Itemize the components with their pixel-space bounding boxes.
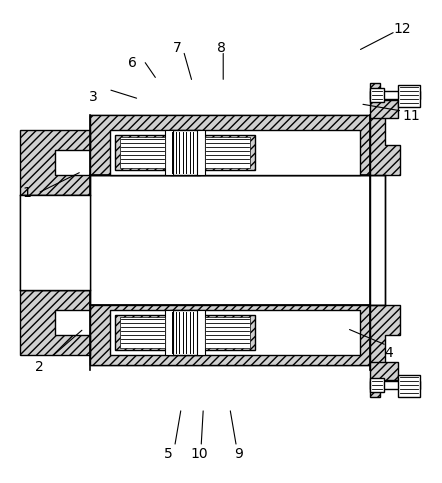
Bar bbox=[370, 91, 420, 99]
Bar bbox=[205, 317, 250, 348]
Bar bbox=[120, 137, 165, 168]
Bar bbox=[90, 305, 370, 365]
Bar bbox=[110, 130, 360, 175]
Bar bbox=[90, 115, 370, 175]
Text: 6: 6 bbox=[128, 56, 137, 70]
Bar bbox=[370, 100, 398, 118]
Bar bbox=[197, 310, 205, 355]
Text: 2: 2 bbox=[35, 360, 44, 374]
Bar bbox=[398, 85, 420, 107]
Bar bbox=[370, 175, 385, 305]
Bar bbox=[165, 310, 173, 355]
Bar bbox=[110, 310, 360, 355]
Polygon shape bbox=[370, 305, 400, 365]
Bar bbox=[170, 130, 200, 175]
Bar bbox=[205, 137, 250, 168]
Text: 11: 11 bbox=[402, 109, 420, 123]
Bar bbox=[370, 378, 384, 392]
Text: 9: 9 bbox=[234, 447, 243, 461]
Bar bbox=[200, 315, 255, 350]
Bar bbox=[370, 381, 420, 389]
Bar bbox=[115, 315, 170, 350]
Bar bbox=[197, 130, 205, 175]
Bar bbox=[90, 175, 370, 305]
Bar bbox=[370, 362, 398, 380]
Polygon shape bbox=[20, 290, 90, 355]
Bar bbox=[90, 305, 370, 365]
Bar bbox=[165, 130, 173, 175]
Bar bbox=[370, 83, 380, 100]
Text: 12: 12 bbox=[393, 22, 411, 36]
Bar bbox=[90, 115, 370, 175]
Bar bbox=[370, 88, 384, 102]
Text: 5: 5 bbox=[164, 447, 172, 461]
Text: 8: 8 bbox=[217, 42, 225, 55]
Polygon shape bbox=[20, 130, 90, 195]
Polygon shape bbox=[370, 115, 400, 175]
Bar bbox=[398, 375, 420, 397]
Bar bbox=[20, 195, 90, 290]
Text: 10: 10 bbox=[190, 447, 208, 461]
Bar bbox=[115, 135, 170, 170]
Bar bbox=[200, 135, 255, 170]
Bar bbox=[370, 380, 380, 397]
Bar bbox=[170, 310, 200, 355]
Text: 3: 3 bbox=[88, 90, 97, 103]
Text: 1: 1 bbox=[22, 186, 31, 200]
Text: 7: 7 bbox=[172, 42, 181, 55]
Bar bbox=[120, 317, 165, 348]
Text: 4: 4 bbox=[385, 346, 393, 359]
